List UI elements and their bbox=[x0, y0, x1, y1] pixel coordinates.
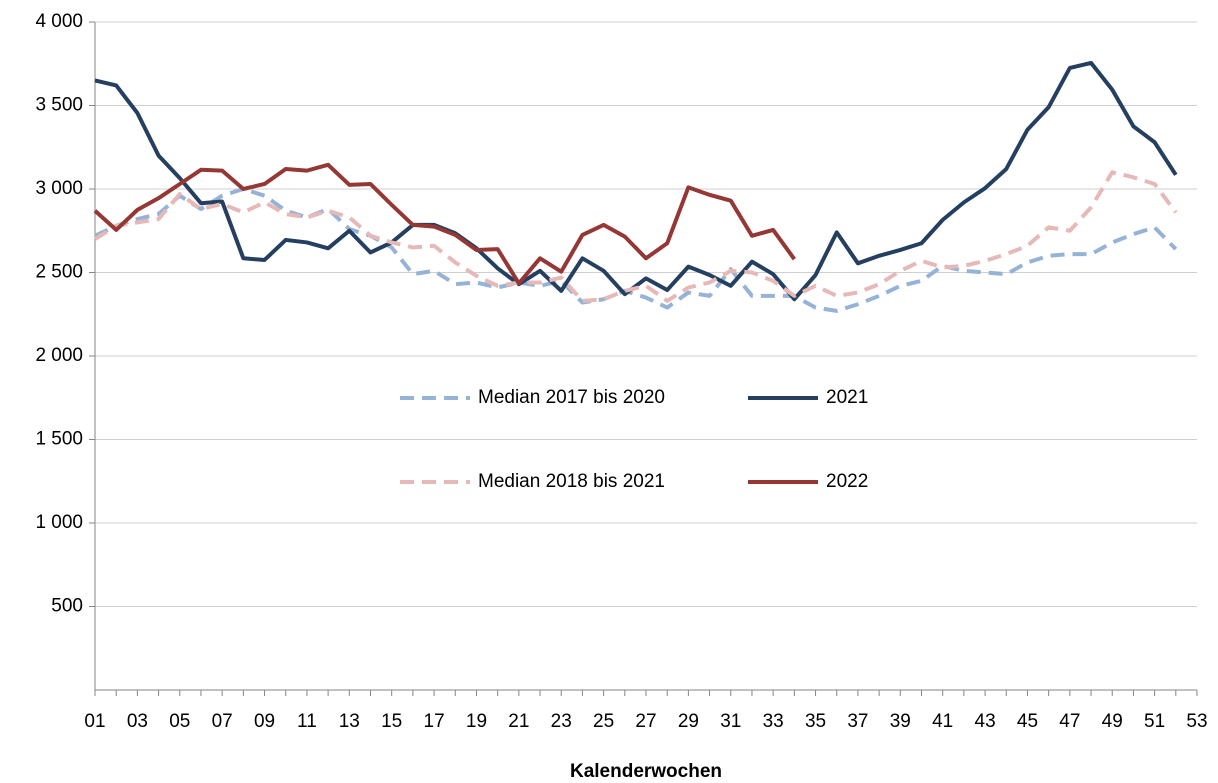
series-line bbox=[93, 162, 796, 286]
series-line bbox=[94, 187, 1178, 313]
x-tick-label: 29 bbox=[678, 711, 699, 732]
legend-label: 2021 bbox=[826, 387, 868, 408]
y-tick-label: 1 500 bbox=[35, 429, 83, 450]
y-tick-label: 3 500 bbox=[35, 95, 83, 116]
x-tick-label: 43 bbox=[975, 711, 996, 732]
y-tick-label: 1 000 bbox=[35, 512, 83, 533]
legend-label: Median 2018 bis 2021 bbox=[478, 471, 665, 492]
legend-label: 2022 bbox=[826, 471, 868, 492]
x-tick-label: 49 bbox=[1102, 711, 1123, 732]
y-tick-label: 4 000 bbox=[35, 11, 83, 32]
series-line bbox=[94, 60, 1178, 302]
x-tick-label: 31 bbox=[720, 711, 741, 732]
x-tick-label: 03 bbox=[127, 711, 148, 732]
x-tick-label: 07 bbox=[212, 711, 233, 732]
x-tick-label: 27 bbox=[635, 711, 656, 732]
x-tick-label: 39 bbox=[890, 711, 911, 732]
x-tick-label: 19 bbox=[466, 711, 487, 732]
x-tick-label: 41 bbox=[932, 711, 953, 732]
x-tick-label: 09 bbox=[254, 711, 275, 732]
legend-label: Median 2017 bis 2020 bbox=[478, 387, 665, 408]
x-tick-label: 33 bbox=[763, 711, 784, 732]
x-tick-label: 01 bbox=[84, 711, 105, 732]
x-tick-label: 23 bbox=[551, 711, 572, 732]
x-tick-label: 17 bbox=[424, 711, 445, 732]
x-tick-label: 11 bbox=[297, 711, 317, 732]
x-tick-label: 37 bbox=[847, 711, 868, 732]
y-tick-label: 3 000 bbox=[35, 178, 83, 199]
y-tick-label: 2 000 bbox=[35, 345, 83, 366]
x-tick-label: 15 bbox=[381, 711, 402, 732]
x-tick-label: 47 bbox=[1059, 711, 1080, 732]
x-tick-label: 45 bbox=[1017, 711, 1038, 732]
y-tick-label: 500 bbox=[51, 596, 83, 617]
y-tick-label: 2 500 bbox=[35, 262, 83, 283]
series-line bbox=[93, 170, 1178, 303]
x-tick-label: 05 bbox=[169, 711, 190, 732]
x-tick-label: 53 bbox=[1186, 711, 1207, 732]
x-tick-label: 35 bbox=[805, 711, 826, 732]
x-axis-title: Kalenderwochen bbox=[570, 761, 722, 782]
x-tick-label: 51 bbox=[1144, 711, 1165, 732]
x-tick-label: 21 bbox=[508, 711, 529, 732]
x-tick-label: 13 bbox=[339, 711, 360, 732]
x-tick-label: 25 bbox=[593, 711, 614, 732]
